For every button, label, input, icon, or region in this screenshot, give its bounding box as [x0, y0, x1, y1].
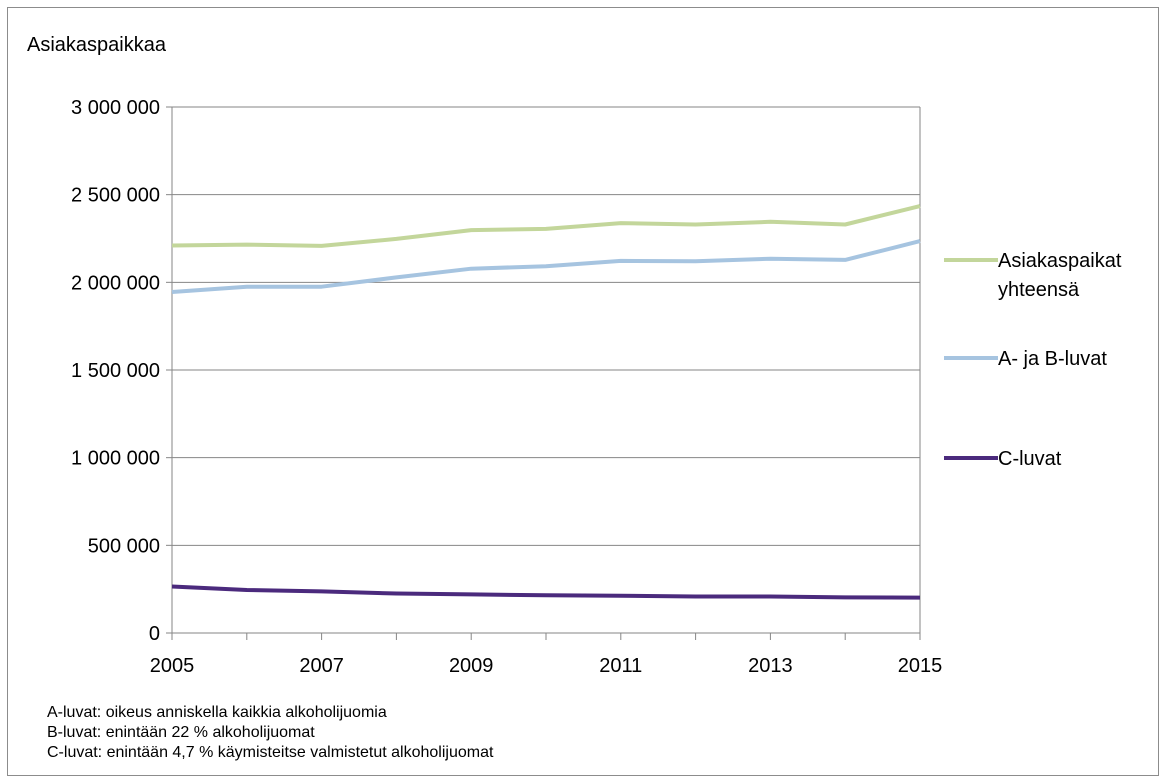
- y-tick-label: 2 000 000: [71, 272, 160, 294]
- data-point: [546, 266, 547, 267]
- data-point: [695, 261, 696, 262]
- data-point: [695, 224, 696, 225]
- data-point: [695, 596, 696, 597]
- series-line-1: [171, 239, 921, 294]
- data-point: [396, 277, 397, 278]
- footnotes: A-luvat: oikeus anniskella kaikkia alkoh…: [47, 703, 493, 763]
- data-point: [620, 223, 621, 224]
- data-point: [845, 259, 846, 260]
- legend-label: C-luvat: [998, 448, 1062, 470]
- x-tick-label: 2005: [150, 655, 195, 677]
- legend-label: Asiakaspaikat yhteensä: [998, 250, 1122, 301]
- y-tick-label: 1 500 000: [71, 360, 160, 382]
- series-line-0: [171, 204, 921, 248]
- footnote-b-luvat: B-luvat: enintään 22 % alkoholijuomat: [47, 724, 315, 741]
- data-point: [321, 286, 322, 287]
- data-point: [546, 228, 547, 229]
- data-point: [920, 597, 921, 598]
- data-point: [246, 286, 247, 287]
- data-point: [172, 245, 173, 246]
- footnote-c-luvat: C-luvat: enintään 4,7 % käymisteitse val…: [47, 744, 494, 761]
- data-point: [920, 241, 921, 242]
- data-point: [845, 597, 846, 598]
- x-tick-label: 2015: [898, 655, 943, 677]
- data-point: [321, 591, 322, 592]
- data-point: [471, 594, 472, 595]
- data-point: [920, 206, 921, 207]
- footnote-a-luvat: A-luvat: oikeus anniskella kaikkia alkoh…: [47, 704, 387, 721]
- y-tick-label: 1 000 000: [71, 448, 160, 470]
- data-point: [770, 258, 771, 259]
- data-point: [471, 230, 472, 231]
- data-point: [845, 224, 846, 225]
- data-point: [546, 595, 547, 596]
- data-point: [246, 244, 247, 245]
- series-line-2: [171, 584, 921, 600]
- x-tick-label: 2011: [599, 655, 642, 677]
- data-point: [172, 586, 173, 587]
- y-tick-label: 500 000: [88, 535, 160, 557]
- data-point: [172, 291, 173, 292]
- data-point: [396, 238, 397, 239]
- x-tick-label: 2007: [299, 655, 344, 677]
- x-tick-label: 2013: [748, 655, 793, 677]
- data-point: [321, 245, 322, 246]
- legend-label: A- ja B-luvat: [998, 348, 1107, 370]
- chart-frame: [7, 7, 1159, 776]
- y-tick-label: 0: [149, 623, 160, 645]
- y-axis-label: Asiakaspaikkaa: [27, 34, 166, 56]
- data-point: [770, 221, 771, 222]
- data-point: [396, 593, 397, 594]
- data-point: [770, 596, 771, 597]
- data-point: [620, 595, 621, 596]
- data-point: [620, 260, 621, 261]
- x-tick-label: 2009: [449, 655, 494, 677]
- data-point: [471, 268, 472, 269]
- y-tick-label: 2 500 000: [71, 185, 160, 207]
- y-tick-label: 3 000 000: [71, 97, 160, 119]
- data-point: [246, 590, 247, 591]
